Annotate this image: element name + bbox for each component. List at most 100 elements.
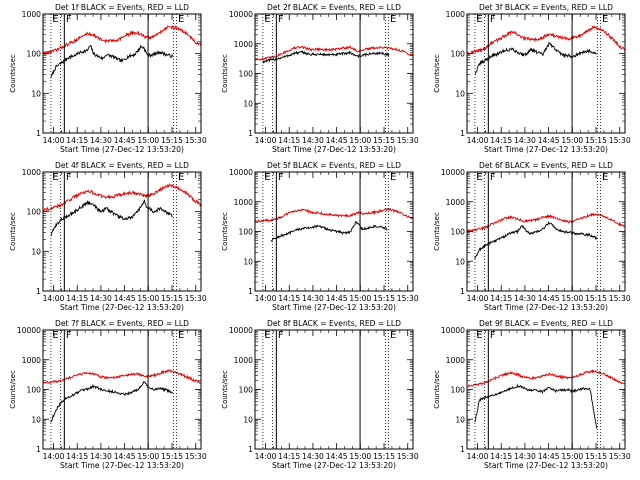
x-tick-label: 14:15 — [490, 294, 512, 303]
x-tick-label: 14:15 — [66, 294, 88, 303]
marker-label: E — [264, 172, 270, 183]
x-tick-label: 15:00 — [349, 136, 371, 145]
x-tick-label: 14:45 — [114, 452, 136, 461]
y-tick-label: 1 — [36, 445, 41, 454]
marker-label: F — [66, 330, 72, 341]
y-tick-label: 10000 — [229, 326, 253, 335]
marker-label: E — [476, 172, 482, 183]
marker-label: E — [602, 14, 608, 25]
lld-series-line — [467, 369, 625, 388]
x-tick-label: 14:00 — [467, 452, 489, 461]
x-tick-label: 14:45 — [538, 136, 560, 145]
marker-label: E — [52, 330, 58, 341]
x-tick-label: 15:30 — [609, 136, 631, 145]
x-tick-label: 15:00 — [561, 452, 583, 461]
panel-title: Det 1f BLACK = Events, RED = LLD — [55, 3, 189, 12]
x-tick-label: 15:15 — [373, 452, 395, 461]
y-tick-label: 10 — [31, 247, 41, 256]
events-series-line — [270, 220, 388, 242]
marker-label: F — [66, 172, 72, 183]
x-axis-label: Start Time (27-Dec-12 13:53:20) — [484, 145, 608, 154]
events-series-line — [50, 381, 173, 423]
y-tick-label: 10 — [31, 89, 41, 98]
lld-series-line — [255, 207, 413, 223]
x-tick-label: 14:00 — [255, 136, 277, 145]
y-tick-label: 1 — [248, 287, 253, 296]
y-tick-label: 1 — [248, 445, 253, 454]
x-axis-label: Start Time (27-Dec-12 13:53:20) — [60, 145, 184, 154]
marker-label: E — [264, 330, 270, 341]
x-tick-label: 15:00 — [349, 452, 371, 461]
y-tick-label: 1 — [460, 129, 465, 138]
plot-frame — [254, 13, 414, 134]
plot-frame — [254, 171, 414, 292]
y-tick-label: 10 — [455, 89, 465, 98]
y-tick-label: 1000 — [446, 10, 465, 19]
lld-series-line — [467, 212, 625, 235]
y-tick-label: 10 — [455, 415, 465, 424]
x-axis-label: Start Time (27-Dec-12 13:53:20) — [272, 461, 396, 470]
y-tick-label: 1000 — [22, 168, 41, 177]
x-tick-label: 14:00 — [43, 136, 65, 145]
plot-frame — [466, 13, 626, 134]
y-tick-label: 10000 — [441, 168, 465, 177]
y-tick-label: 1000 — [22, 356, 41, 365]
plot-frame — [42, 329, 202, 450]
y-tick-label: 100 — [451, 50, 466, 59]
x-tick-label: 14:30 — [514, 294, 536, 303]
lld-series-line — [43, 182, 201, 212]
y-tick-label: 10000 — [229, 168, 253, 177]
plot-frame — [42, 13, 202, 134]
panel-title: Det 4f BLACK = Events, RED = LLD — [55, 161, 189, 170]
y-tick-label: 100 — [27, 386, 42, 395]
lld-series-line — [43, 369, 201, 385]
y-tick-label: 100 — [239, 228, 254, 237]
marker-label: E — [602, 330, 608, 341]
y-axis-label: Counts/sec — [221, 212, 229, 251]
x-tick-label: 14:30 — [302, 294, 324, 303]
y-axis-label: Counts/sec — [9, 370, 17, 409]
marker-label: E — [178, 172, 184, 183]
panel-title: Det 7f BLACK = Events, RED = LLD — [55, 319, 189, 328]
x-tick-label: 15:15 — [373, 136, 395, 145]
y-tick-label: 10 — [243, 415, 253, 424]
marker-label: F — [490, 14, 496, 25]
y-tick-label: 10000 — [17, 326, 41, 335]
y-tick-label: 1 — [460, 287, 465, 296]
y-tick-label: 10000 — [229, 10, 253, 19]
x-tick-label: 14:45 — [326, 136, 348, 145]
x-tick-label: 14:15 — [278, 452, 300, 461]
x-tick-label: 15:00 — [137, 294, 159, 303]
x-tick-label: 15:30 — [609, 294, 631, 303]
marker-label: E — [52, 172, 58, 183]
x-axis-label: Start Time (27-Dec-12 13:53:20) — [60, 303, 184, 312]
x-tick-label: 14:15 — [490, 452, 512, 461]
marker-label: E — [178, 330, 184, 341]
x-tick-label: 15:15 — [161, 136, 183, 145]
x-tick-label: 15:15 — [161, 294, 183, 303]
x-tick-label: 14:30 — [302, 136, 324, 145]
x-tick-label: 14:30 — [90, 452, 112, 461]
y-tick-label: 100 — [239, 70, 254, 79]
x-tick-label: 14:00 — [467, 294, 489, 303]
x-tick-label: 14:45 — [114, 136, 136, 145]
y-tick-label: 1 — [36, 287, 41, 296]
x-tick-label: 14:45 — [114, 294, 136, 303]
x-tick-label: 15:00 — [561, 136, 583, 145]
marker-label: F — [490, 330, 496, 341]
y-tick-label: 100 — [451, 386, 466, 395]
x-tick-label: 14:45 — [538, 294, 560, 303]
x-axis-label: Start Time (27-Dec-12 13:53:20) — [484, 461, 608, 470]
x-tick-label: 14:00 — [255, 452, 277, 461]
x-tick-label: 15:15 — [585, 136, 607, 145]
marker-label: E — [390, 330, 396, 341]
x-tick-label: 15:30 — [609, 452, 631, 461]
y-tick-label: 100 — [27, 208, 42, 217]
marker-label: E — [390, 172, 396, 183]
x-tick-label: 14:15 — [278, 136, 300, 145]
marker-label: F — [278, 330, 284, 341]
